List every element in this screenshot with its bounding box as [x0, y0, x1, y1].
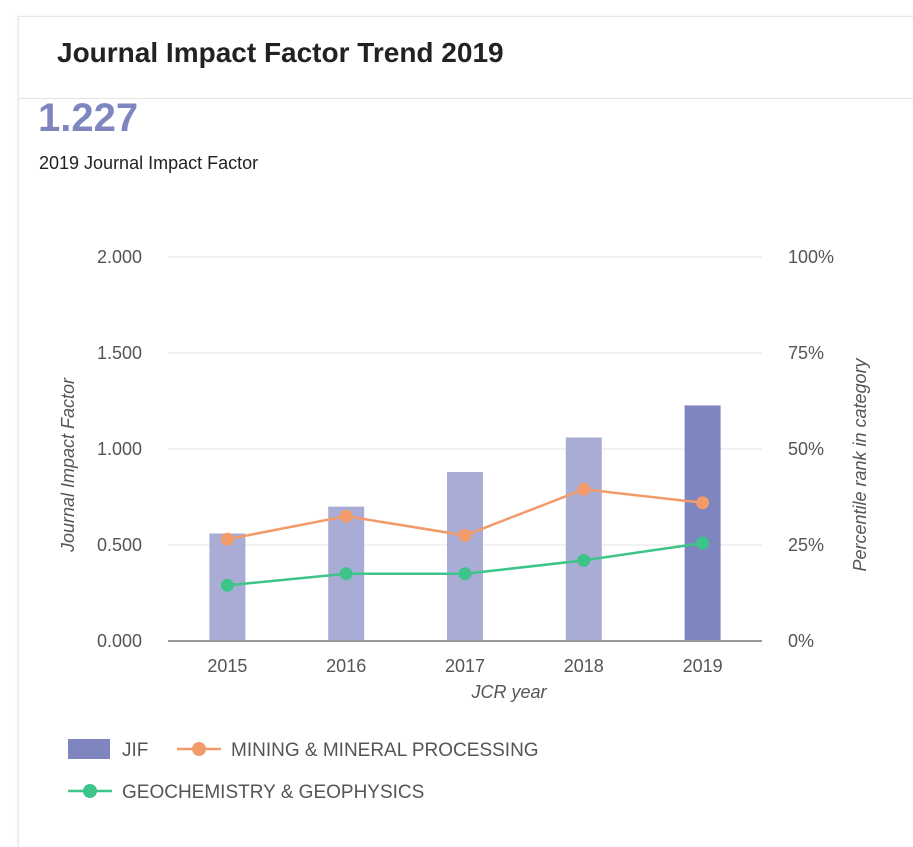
- y-tick-label: 0.000: [97, 631, 142, 651]
- mining-percentile-point: [458, 528, 472, 542]
- jif-trend-card: Journal Impact Factor Trend 2019: [18, 16, 913, 847]
- card-header: Journal Impact Factor Trend 2019: [19, 17, 913, 99]
- y-tick-label: 1.000: [97, 439, 142, 459]
- jif-bar: [565, 437, 602, 641]
- y-axis-title: Journal Impact Factor: [58, 377, 78, 553]
- y2-tick-label: 50%: [788, 439, 824, 459]
- legend: JIF MINING & MINERAL PROCESSING GEOCHEMI…: [68, 739, 539, 803]
- y-tick-label: 0.500: [97, 535, 142, 555]
- geochem-percentile-point: [220, 578, 234, 592]
- mining-percentile-point: [339, 509, 353, 523]
- x-tick-label: 2016: [326, 656, 366, 676]
- legend-item-mining[interactable]: MINING & MINERAL PROCESSING: [177, 740, 539, 761]
- jif-bar: [447, 472, 483, 641]
- mining-percentile-point: [577, 482, 591, 496]
- x-axis-title: JCR year: [470, 682, 547, 702]
- y2-tick-label: 75%: [788, 343, 824, 363]
- mining-percentile-point: [220, 532, 234, 546]
- jif-bars: [209, 405, 721, 641]
- legend-jif-label: JIF: [122, 740, 148, 761]
- legend-mining-marker: [192, 742, 206, 756]
- y-tick-label: 1.500: [97, 343, 142, 363]
- x-tick-label: 2019: [683, 656, 723, 676]
- y-tick-label: 2.000: [97, 247, 142, 267]
- jif-value: 1.227: [38, 96, 139, 140]
- x-tick-label: 2017: [445, 656, 485, 676]
- geochem-percentile-point: [696, 536, 710, 550]
- x-tick-label: 2018: [564, 656, 604, 676]
- tick-labels: 0.000 0% 0.500 25% 1.000 50% 1.500 75% 2.000 100%…: [97, 247, 834, 676]
- x-tick-label: 2015: [207, 656, 247, 676]
- legend-geochem-label: GEOCHEMISTRY & GEOPHYSICS: [122, 782, 424, 803]
- geochem-percentile-point: [339, 567, 353, 581]
- legend-geochem-marker: [83, 784, 97, 798]
- y2-tick-label: 100%: [788, 247, 834, 267]
- jif-bar: [684, 405, 721, 641]
- percentile-lines: [220, 482, 710, 592]
- legend-jif-swatch: [68, 739, 110, 759]
- geochem-percentile-point: [577, 553, 591, 567]
- geochem-percentile-point: [458, 567, 472, 581]
- y2-tick-label: 25%: [788, 535, 824, 555]
- legend-item-jif[interactable]: JIF: [68, 739, 148, 761]
- legend-mining-label: MINING & MINERAL PROCESSING: [231, 740, 539, 761]
- jif-value-label: 2019 Journal Impact Factor: [39, 153, 259, 173]
- y2-axis-title: Percentile rank in category: [850, 357, 870, 571]
- mining-percentile-point: [696, 496, 710, 510]
- legend-item-geochem[interactable]: GEOCHEMISTRY & GEOPHYSICS: [68, 782, 424, 803]
- card-title: Journal Impact Factor Trend 2019: [57, 37, 504, 68]
- y2-tick-label: 0%: [788, 631, 814, 651]
